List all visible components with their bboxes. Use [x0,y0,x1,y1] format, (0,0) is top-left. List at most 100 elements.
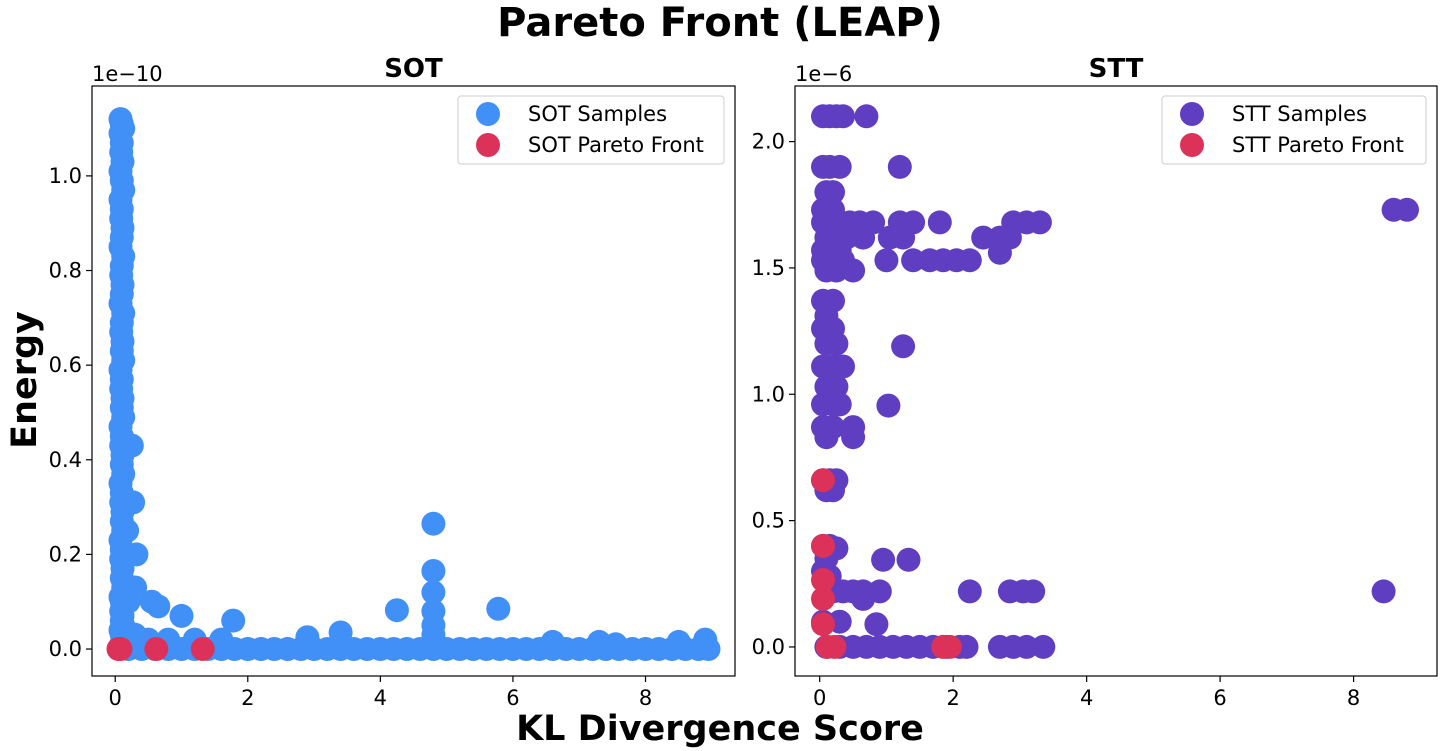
stt-sample-point [1014,634,1039,659]
stt-sample-point [891,225,916,250]
stt-scale-label: 1e−6 [795,62,852,86]
stt-sample-point [841,425,866,450]
stt-sample-point [1027,210,1052,235]
stt-sample-point [954,634,979,659]
sot-legend-label: SOT Samples [528,102,667,126]
stt-ytick-label: 0.0 [752,635,785,659]
stt-legend-marker [1180,133,1204,157]
stt-sample-point [987,240,1012,265]
stt-ytick-label: 0.5 [752,509,785,533]
stt-ytick-label: 1.5 [752,256,785,280]
stt-sample-point [876,393,901,418]
stt-legend-box [1161,95,1427,165]
figure-ylabel: Energy [5,311,45,449]
stt-sample-point [831,104,855,129]
sot-sample-point [421,559,446,583]
sot-ytick-label: 0.8 [49,259,82,283]
stt-title: STT [1089,54,1144,84]
stt-pareto-point [811,612,835,637]
stt-sample-point [821,180,845,205]
sot-legend-label: SOT Pareto Front [528,133,704,157]
stt-sample-point [851,586,876,611]
sot-sample-point [169,603,194,628]
stt-legend-label: STT Samples [1232,102,1367,126]
sot-pareto-point [144,637,169,661]
stt-xtick-label: 6 [1213,686,1226,710]
sot-series-1 [106,637,215,661]
sot-pareto-point [190,637,215,661]
stt-sample-point [957,579,982,604]
stt-pareto-point [811,468,835,493]
stt-sample-point [1031,634,1056,659]
sot-ytick-label: 0.0 [49,637,82,661]
sot-sample-point [486,596,511,621]
stt-sample-point [827,392,852,417]
stt-sample-point [927,210,952,235]
stt-sample-point [896,547,921,572]
stt-sample-point [827,154,852,179]
sot-points [106,107,721,661]
stt-sample-point [971,225,996,250]
sot-ytick-label: 0.2 [49,542,82,566]
sot-legend: SOT Samples SOT Pareto Front [457,95,725,165]
sot-ytick-label: 0.4 [49,448,82,472]
stt-sample-point [891,334,916,359]
stt-ytick-label: 1.0 [752,382,785,406]
stt-sample-point [957,248,982,273]
stt-legend-marker [1180,102,1204,126]
sot-series-0 [108,107,721,661]
sot-sample-point [421,511,446,536]
figure-xlabel: KL Divergence Score [516,709,924,749]
stt-sample-point [864,612,889,637]
stt-sample-point [831,354,855,379]
sot-sample-point [328,620,353,645]
sot-legend-marker [476,133,500,157]
stt-series-0 [811,104,1419,659]
stt-pareto-point [811,568,835,592]
sot-sample-point [221,608,246,633]
stt-sample-point [851,225,876,250]
stt-axes-frame [794,85,1438,677]
stt-sample-point [1021,579,1046,604]
stt-pareto-point [811,533,835,558]
stt-sample-point [887,154,912,179]
sot-title: SOT [384,54,443,84]
sot-sample-point [384,598,409,623]
stt-series-1 [811,468,962,659]
sot-panel: SOT 1e−10 0 2 4 6 8 0.0 0.2 0.4 0.6 0.8 1.0 SOT Sampl… [49,54,736,710]
stt-xtick-label: 4 [1080,686,1093,710]
sot-sample-point [146,594,171,619]
sot-scale-label: 1e−10 [92,62,163,86]
stt-sample-point [814,425,839,450]
sot-sample-point [696,637,721,661]
stt-ytick-label: 2.0 [752,130,785,154]
stt-legend: STT Samples STT Pareto Front [1161,95,1427,165]
sot-xtick-label: 6 [506,686,519,710]
stt-sample-point [1395,197,1419,222]
stt-xtick-label: 8 [1347,686,1360,710]
stt-sample-point [1371,579,1396,604]
stt-sample-point [841,258,866,283]
sot-xtick-label: 8 [639,686,652,710]
stt-sample-point [901,248,926,273]
sot-legend-marker [476,102,500,126]
stt-xtick-label: 0 [813,686,826,710]
sot-xtick-label: 0 [109,686,122,710]
sot-xtick-label: 2 [241,686,254,710]
sot-legend-box [457,95,725,165]
stt-legend-label: STT Pareto Front [1232,133,1404,157]
stt-pareto-point [811,586,835,611]
stt-sample-point [854,104,879,129]
sot-axes-frame [91,85,736,677]
stt-sample-point [824,331,849,356]
sot-ytick-label: 1.0 [49,164,82,188]
stt-sample-point [874,248,899,273]
sot-xtick-label: 4 [374,686,387,710]
stt-sample-point [824,258,849,283]
sot-sample-point [421,580,446,605]
sot-pareto-point [108,637,133,661]
sot-ytick-label: 0.6 [49,353,82,377]
figure-title: Pareto Front (LEAP) [497,0,943,46]
